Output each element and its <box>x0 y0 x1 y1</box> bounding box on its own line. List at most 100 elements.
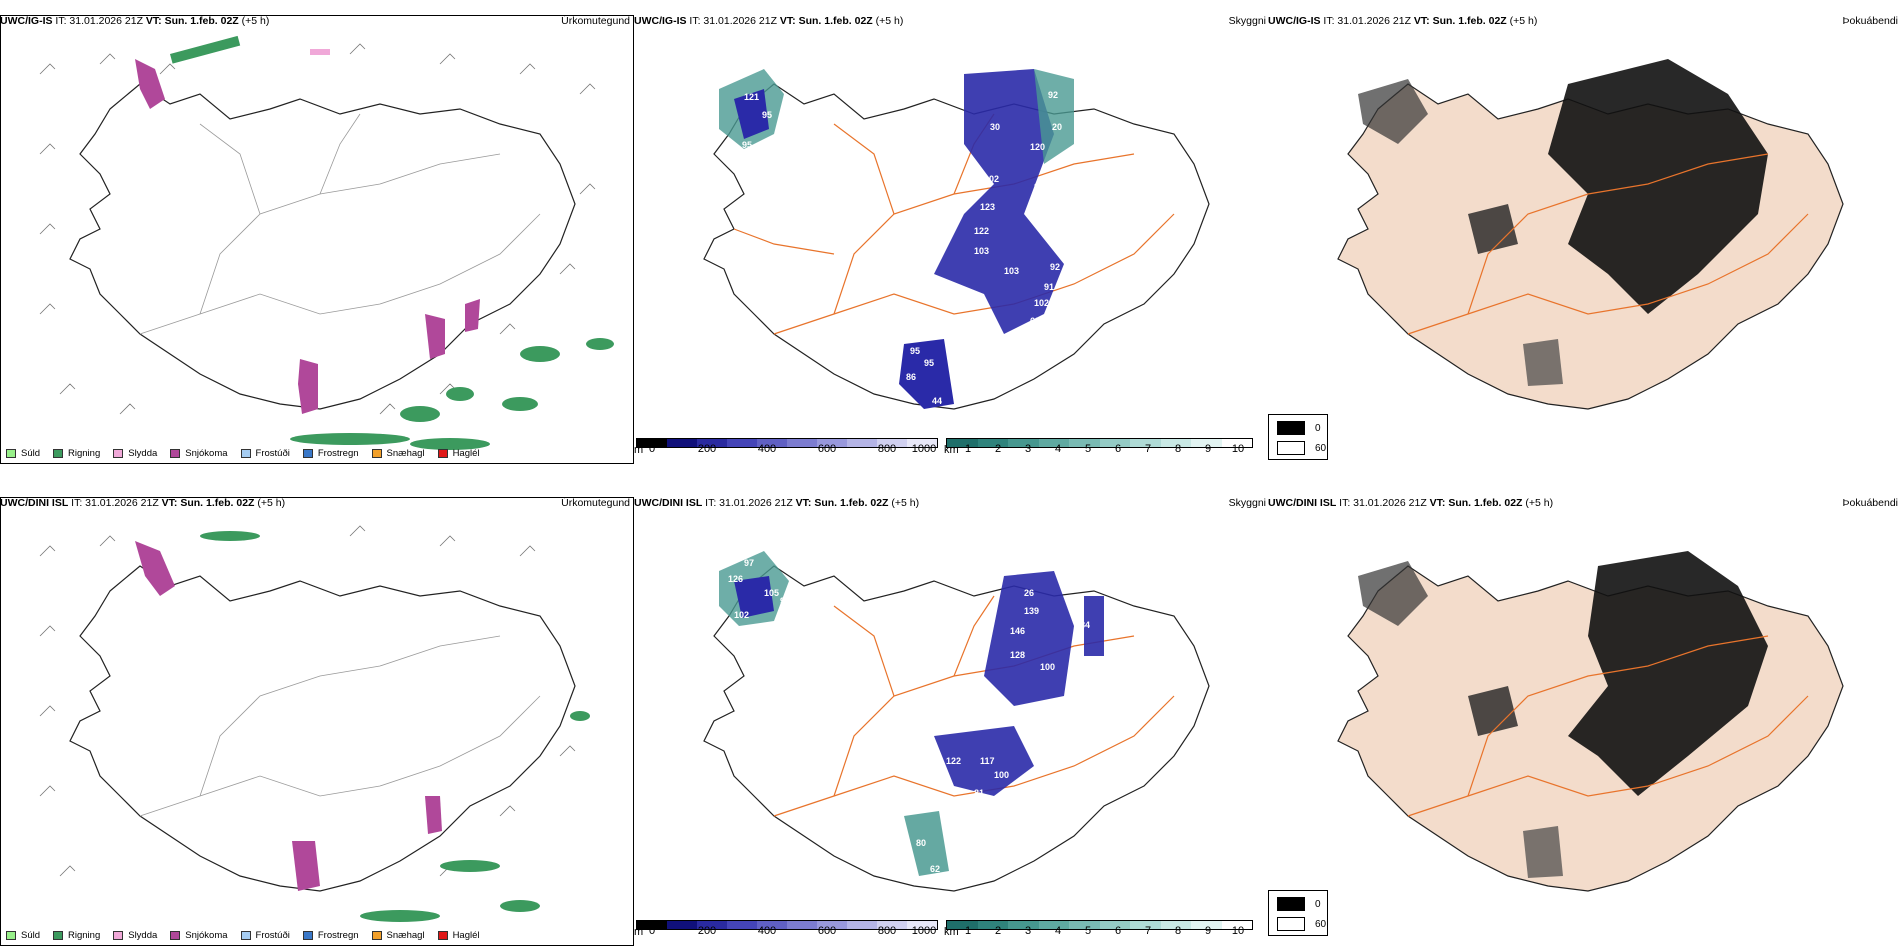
svg-text:95: 95 <box>762 110 772 120</box>
svg-text:87: 87 <box>1034 182 1044 192</box>
svg-text:117: 117 <box>980 756 995 766</box>
precip-panel-title: UWC/DINI ISL IT: 31.01.2026 21Z VT: Sun.… <box>0 497 286 509</box>
svg-text:92: 92 <box>1050 262 1060 272</box>
precip-map-bottom <box>39 525 590 922</box>
svg-text:20: 20 <box>1052 122 1062 132</box>
road-network <box>139 113 541 335</box>
height-unit: m <box>634 444 644 456</box>
visibility-labels-bottom: 97 126 105 98 102 26 139 146 128 84 100 … <box>728 558 1090 874</box>
svg-text:102: 102 <box>984 174 999 184</box>
legend-item-frostudi: Frostúði <box>240 930 290 941</box>
legend-item-slydda: Slydda <box>113 448 157 459</box>
height-colorbar-top: m 0 200 400 600 800 1000 km 1 2 3 4 5 6 … <box>634 438 1254 464</box>
distance-unit: km <box>944 444 959 456</box>
height-unit: m <box>634 926 644 938</box>
legend-item-snaehagl: Snæhagl <box>371 448 425 459</box>
svg-text:146: 146 <box>1010 626 1025 636</box>
visibility-map-top <box>703 69 1210 410</box>
precip-panel-bottom: UWC/DINI ISL IT: 31.01.2026 21Z VT: Sun.… <box>0 496 634 946</box>
legend-item-rigning: Rigning <box>53 930 100 941</box>
svg-text:69: 69 <box>1030 316 1040 326</box>
svg-text:139: 139 <box>1024 606 1039 616</box>
svg-text:26: 26 <box>1024 588 1034 598</box>
precip-type-label: Úrkomutegund <box>561 497 630 509</box>
fog-panel-title: UWC/IG-IS IT: 31.01.2026 21Z VT: Sun. 1.… <box>1268 15 1538 27</box>
svg-text:81: 81 <box>974 788 984 798</box>
fog-dark-areas <box>1358 59 1768 386</box>
svg-text:92: 92 <box>1048 90 1058 100</box>
svg-text:105: 105 <box>764 588 779 598</box>
svg-text:98: 98 <box>780 596 790 606</box>
svg-text:95: 95 <box>910 346 920 356</box>
visibility-label: Skyggni <box>1228 497 1266 509</box>
legend-item-snjokoma: Snjókoma <box>170 448 228 459</box>
visibility-panel-title: UWC/DINI ISL IT: 31.01.2026 21Z VT: Sun.… <box>634 497 920 509</box>
svg-text:102: 102 <box>1034 298 1049 308</box>
fog-panel-title: UWC/DINI ISL IT: 31.01.2026 21Z VT: Sun.… <box>1268 497 1554 509</box>
legend-item-sudl: Súld <box>6 448 40 459</box>
fog-map-bottom <box>1337 551 1844 892</box>
svg-text:103: 103 <box>1004 266 1019 276</box>
fog-panel-bottom: UWC/DINI ISL IT: 31.01.2026 21Z VT: Sun.… <box>1268 496 1900 946</box>
precip-legend: Súld Rigning Slydda Snjókoma Frostúði Fr… <box>6 446 493 460</box>
svg-text:126: 126 <box>728 574 743 584</box>
visibility-panel-bottom: UWC/DINI ISL IT: 31.01.2026 21Z VT: Sun.… <box>634 496 1268 946</box>
svg-text:62: 62 <box>930 864 940 874</box>
legend-item-frostudi: Frostúði <box>240 448 290 459</box>
visibility-map-bottom <box>703 551 1210 892</box>
svg-text:100: 100 <box>994 770 1009 780</box>
precip-legend: Súld Rigning Slydda Snjókoma Frostúði Fr… <box>6 928 493 942</box>
svg-text:100: 100 <box>1040 662 1055 672</box>
legend-item-rigning: Rigning <box>53 448 100 459</box>
svg-text:84: 84 <box>1080 620 1090 630</box>
svg-text:102: 102 <box>734 610 749 620</box>
svg-text:121: 121 <box>744 92 759 102</box>
svg-text:27: 27 <box>730 68 740 78</box>
svg-text:95: 95 <box>742 140 752 150</box>
svg-text:122: 122 <box>946 756 961 766</box>
visibility-panel-top: UWC/IG-IS IT: 31.01.2026 21Z VT: Sun. 1.… <box>634 14 1268 464</box>
legend-item-haglel: Haglél <box>437 930 480 941</box>
visibility-label: Skyggni <box>1228 15 1266 27</box>
legend-item-haglel: Haglél <box>437 448 480 459</box>
legend-item-slydda: Slydda <box>113 930 157 941</box>
legend-item-snjokoma: Snjókoma <box>170 930 228 941</box>
legend-item-sudl: Súld <box>6 930 40 941</box>
svg-text:128: 128 <box>1010 650 1025 660</box>
fog-indicator-label: Þokuábendi <box>1842 15 1898 27</box>
svg-text:94: 94 <box>1032 336 1042 346</box>
fog-map-top <box>1337 59 1844 410</box>
fog-panel-top: UWC/IG-IS IT: 31.01.2026 21Z VT: Sun. 1.… <box>1268 14 1900 464</box>
precip-type-label: Úrkomutegund <box>561 15 630 27</box>
svg-text:44: 44 <box>932 396 942 406</box>
legend-item-frostregn: Frostregn <box>302 448 359 459</box>
svg-text:80: 80 <box>916 838 926 848</box>
svg-text:95: 95 <box>924 358 934 368</box>
precip-snow <box>135 59 480 414</box>
legend-item-snaehagl: Snæhagl <box>371 930 425 941</box>
precip-map-top <box>39 35 614 450</box>
svg-text:86: 86 <box>906 372 916 382</box>
precip-panel-top: UWC/IG-IS IT: 31.01.2026 21Z VT: Sun. 1.… <box>0 14 634 464</box>
svg-text:123: 123 <box>980 202 995 212</box>
svg-text:120: 120 <box>1030 142 1045 152</box>
visibility-panel-title: UWC/IG-IS IT: 31.01.2026 21Z VT: Sun. 1.… <box>634 15 904 27</box>
distance-unit: km <box>944 926 959 938</box>
fog-indicator-label: Þokuábendi <box>1842 497 1898 509</box>
precip-map-frame <box>0 15 634 464</box>
fog-key-bottom: 0 60 <box>1268 890 1328 936</box>
svg-text:122: 122 <box>974 226 989 236</box>
svg-text:97: 97 <box>1042 202 1052 212</box>
precip-panel-title: UWC/IG-IS IT: 31.01.2026 21Z VT: Sun. 1.… <box>0 15 270 27</box>
svg-text:30: 30 <box>990 122 1000 132</box>
visibility-low-areas <box>719 69 1074 409</box>
svg-text:97: 97 <box>744 558 754 568</box>
precip-rain <box>170 35 614 450</box>
height-colorbar-bottom: m 0 200 400 600 800 1000 km 1 2 3 4 5 6 … <box>634 920 1254 946</box>
legend-item-frostregn: Frostregn <box>302 930 359 941</box>
svg-text:103: 103 <box>974 246 989 256</box>
visibility-labels-top: 27 121 95 95 92 30 20 120 102 87 97 123 … <box>730 68 1062 406</box>
iceland-outline <box>69 83 576 410</box>
svg-text:91: 91 <box>1044 282 1054 292</box>
fog-key-top: 0 60 <box>1268 414 1328 460</box>
